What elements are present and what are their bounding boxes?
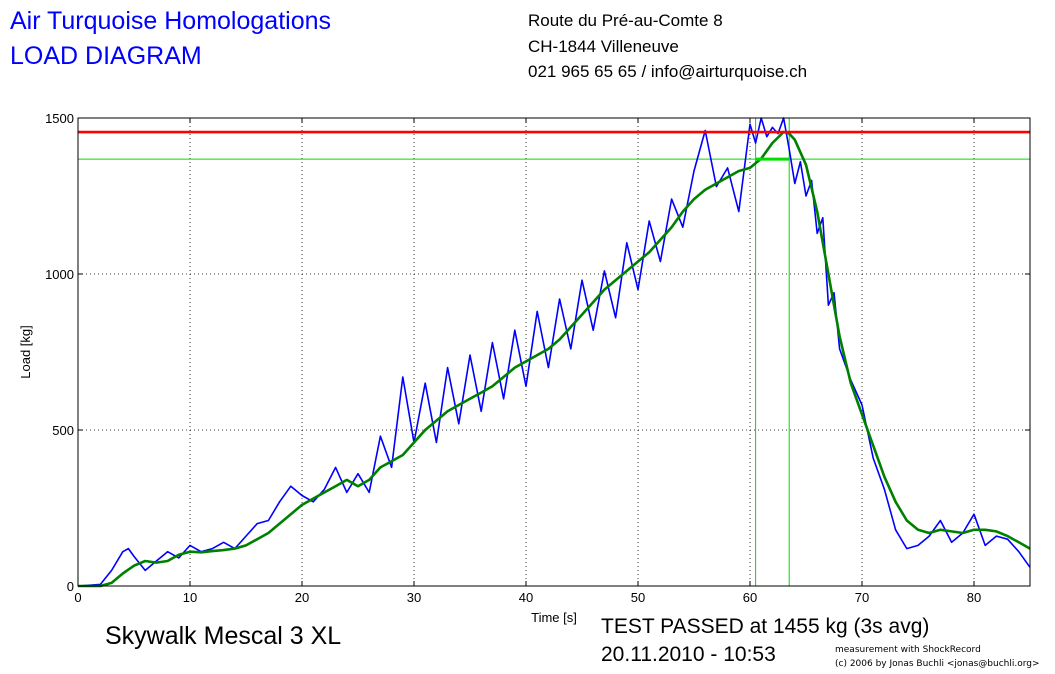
chart-series [77, 117, 1031, 588]
credit-measurement: measurement with ShockRecord [835, 645, 981, 655]
test-result: TEST PASSED at 1455 kg (3s avg) [601, 615, 930, 638]
address-city: CH-1844 Villeneuve [528, 37, 679, 56]
address-contact: 021 965 65 65 / info@airturquoise.ch [528, 62, 808, 81]
chart-grid [78, 118, 1030, 586]
average-load-line [78, 130, 1031, 588]
axis-ticks: 0 10 20 30 40 50 60 70 80 0 500 1000 1500 [45, 111, 1030, 605]
raw-load-line [77, 117, 1031, 587]
y-tick-label: 500 [52, 423, 74, 438]
x-tick-label: 30 [407, 590, 421, 605]
x-tick-label: 10 [183, 590, 197, 605]
glider-model: Skywalk Mescal 3 XL [105, 622, 342, 650]
x-tick-label: 0 [74, 590, 81, 605]
x-tick-label: 80 [967, 590, 981, 605]
x-tick-label: 60 [743, 590, 757, 605]
address-street: Route du Pré-au-Comte 8 [528, 11, 723, 30]
y-tick-label: 1000 [45, 267, 74, 282]
reference-lines [78, 118, 1030, 586]
y-axis-label: Load [kg] [18, 325, 33, 379]
x-tick-label: 20 [295, 590, 309, 605]
x-tick-label: 40 [519, 590, 533, 605]
x-axis-label: Time [s] [531, 610, 577, 625]
credit-copyright: (c) 2006 by Jonas Buchli <jonas@buchli.o… [835, 659, 1040, 669]
chart-title-diagram: LOAD DIAGRAM [10, 42, 202, 70]
plot-frame [77, 117, 1031, 587]
y-tick-label: 1500 [45, 111, 74, 126]
x-tick-label: 70 [855, 590, 869, 605]
y-tick-label: 0 [67, 579, 74, 594]
chart-title-company: Air Turquoise Homologations [10, 7, 331, 35]
x-tick-label: 50 [631, 590, 645, 605]
test-datetime: 20.11.2010 - 10:53 [601, 643, 776, 666]
